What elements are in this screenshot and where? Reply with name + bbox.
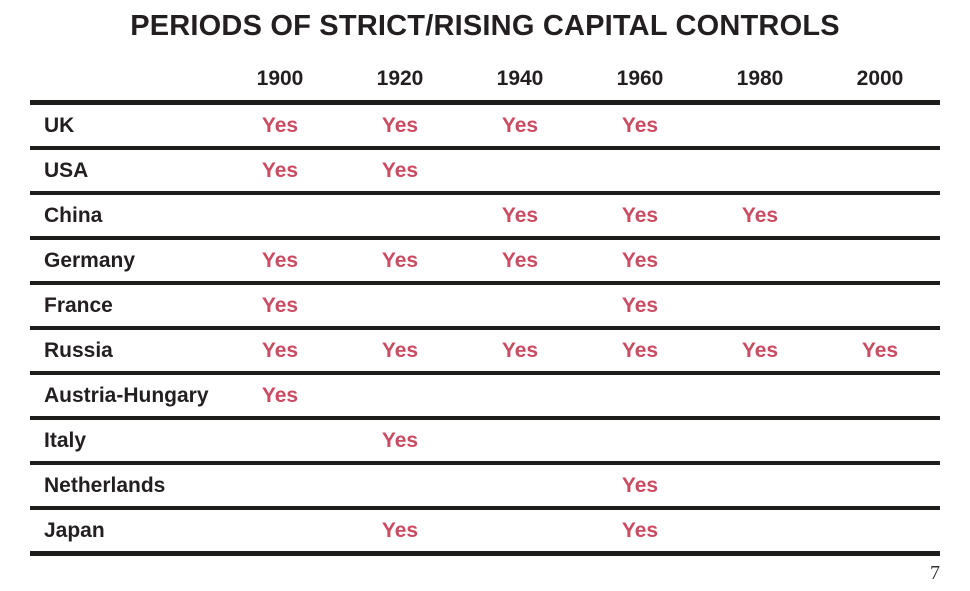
empty-cell: [580, 148, 700, 195]
empty-cell: [220, 463, 340, 510]
yes-value: Yes: [340, 508, 460, 556]
yes-value: Yes: [580, 508, 700, 556]
yes-value: Yes: [580, 283, 700, 330]
country-label: Japan: [30, 508, 220, 556]
empty-cell: [820, 373, 940, 420]
table-row: Germany Yes Yes Yes Yes: [30, 238, 940, 285]
country-label: Austria-Hungary: [30, 373, 220, 420]
table-row: Austria-Hungary Yes: [30, 373, 940, 420]
page-title: PERIODS OF STRICT/RISING CAPITAL CONTROL…: [130, 10, 840, 42]
yes-value: Yes: [580, 238, 700, 285]
empty-cell: [700, 373, 820, 420]
year-column-header: 1960: [580, 58, 700, 105]
yes-value: Yes: [700, 328, 820, 375]
empty-cell: [700, 463, 820, 510]
yes-value: Yes: [340, 238, 460, 285]
yes-value: Yes: [220, 283, 340, 330]
country-label: France: [30, 283, 220, 330]
empty-cell: [820, 508, 940, 556]
yes-value: Yes: [220, 238, 340, 285]
empty-cell: [700, 418, 820, 465]
table-row: Netherlands Yes: [30, 463, 940, 510]
yes-value: Yes: [340, 418, 460, 465]
empty-cell: [820, 283, 940, 330]
year-header-row: 1900 1920 1940 1960 1980 2000: [30, 58, 940, 105]
empty-cell: [820, 463, 940, 510]
empty-cell: [580, 418, 700, 465]
empty-cell: [340, 463, 460, 510]
empty-cell: [700, 148, 820, 195]
year-column-header: 2000: [820, 58, 940, 105]
year-column-header: 1940: [460, 58, 580, 105]
country-label: USA: [30, 148, 220, 195]
yes-value: Yes: [580, 463, 700, 510]
empty-cell: [580, 373, 700, 420]
empty-cell: [460, 418, 580, 465]
table-row: Japan Yes Yes: [30, 508, 940, 556]
empty-cell: [700, 283, 820, 330]
empty-cell: [460, 373, 580, 420]
yes-value: Yes: [820, 328, 940, 375]
empty-cell: [820, 418, 940, 465]
empty-cell: [220, 193, 340, 240]
empty-cell: [700, 238, 820, 285]
empty-cell: [820, 102, 940, 150]
table-row: USA Yes Yes: [30, 148, 940, 195]
empty-cell: [820, 193, 940, 240]
year-column-header: 1980: [700, 58, 820, 105]
empty-cell: [340, 373, 460, 420]
yes-value: Yes: [580, 328, 700, 375]
country-label: Germany: [30, 238, 220, 285]
table-row: Italy Yes: [30, 418, 940, 465]
country-label: China: [30, 193, 220, 240]
country-label: Netherlands: [30, 463, 220, 510]
year-column-header: 1900: [220, 58, 340, 105]
empty-cell: [700, 102, 820, 150]
yes-value: Yes: [220, 328, 340, 375]
year-column-header: 1920: [340, 58, 460, 105]
empty-cell: [700, 508, 820, 556]
yes-value: Yes: [460, 193, 580, 240]
country-label: UK: [30, 102, 220, 150]
yes-value: Yes: [700, 193, 820, 240]
empty-cell: [460, 463, 580, 510]
country-label: Russia: [30, 328, 220, 375]
table-header: 1900 1920 1940 1960 1980 2000: [30, 58, 940, 105]
yes-value: Yes: [580, 193, 700, 240]
yes-value: Yes: [460, 102, 580, 150]
yes-value: Yes: [580, 102, 700, 150]
empty-cell: [340, 193, 460, 240]
yes-value: Yes: [220, 373, 340, 420]
yes-value: Yes: [460, 328, 580, 375]
corner-cell: [30, 58, 220, 105]
page-number: 7: [930, 562, 940, 584]
empty-cell: [460, 148, 580, 195]
yes-value: Yes: [220, 148, 340, 195]
yes-value: Yes: [460, 238, 580, 285]
empty-cell: [820, 238, 940, 285]
empty-cell: [220, 508, 340, 556]
capital-controls-table: 1900 1920 1940 1960 1980 2000 UK Yes Yes Yes Yes U…: [30, 58, 940, 556]
empty-cell: [220, 418, 340, 465]
empty-cell: [340, 283, 460, 330]
empty-cell: [460, 283, 580, 330]
country-label: Italy: [30, 418, 220, 465]
empty-cell: [820, 148, 940, 195]
table-row: China Yes Yes Yes: [30, 193, 940, 240]
table-row: France Yes Yes: [30, 283, 940, 330]
table-body: UK Yes Yes Yes Yes USA Yes Yes China Yes Yes Yes Ger…: [30, 102, 940, 556]
yes-value: Yes: [340, 102, 460, 150]
yes-value: Yes: [340, 328, 460, 375]
empty-cell: [460, 508, 580, 556]
table-row: Russia Yes Yes Yes Yes Yes Yes: [30, 328, 940, 375]
yes-value: Yes: [340, 148, 460, 195]
table-row: UK Yes Yes Yes Yes: [30, 102, 940, 150]
yes-value: Yes: [220, 102, 340, 150]
